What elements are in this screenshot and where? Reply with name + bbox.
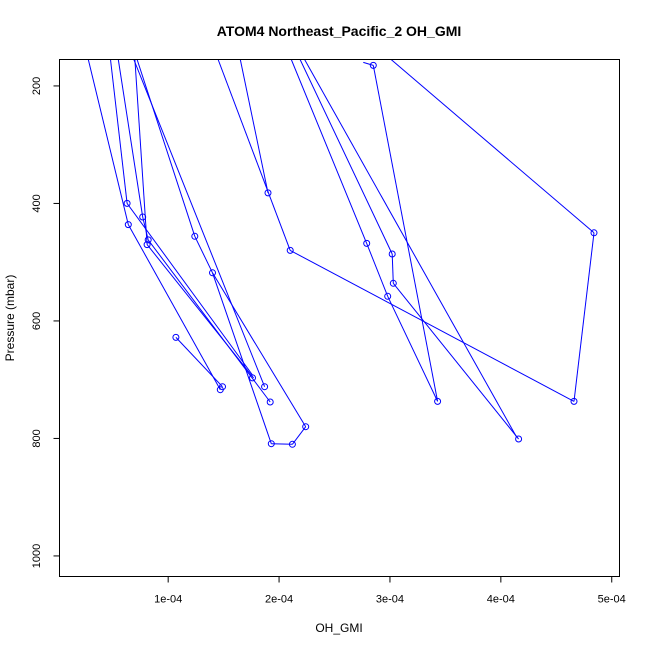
series-line-14 [271,443,293,445]
data-point-6 [191,232,199,240]
series-lines [87,59,595,445]
series-line-9 [133,59,266,387]
data-markers [123,61,598,448]
x-tick-label-2: 3e-04 [376,594,404,606]
series-line-28 [304,59,517,437]
series-line-21 [390,59,595,234]
axes: 1e-04 2e-04 3e-04 4e-04 5e-04 200 400 600 800 100… [31,77,626,606]
series-line-10 [175,337,223,388]
data-point-24 [570,397,578,405]
series-line-3 [126,203,253,376]
data-point-22 [434,397,442,405]
series-line-27 [392,282,519,440]
series-line-0 [87,59,129,225]
chart-title: ATOM4 Northeast_Pacific_2 OH_GMI [217,23,462,39]
data-point-26 [369,61,377,69]
series-line-6 [147,239,271,403]
series-line-1 [127,224,221,390]
series-line-20 [573,232,595,402]
data-point-1 [123,199,131,207]
data-point-13 [267,440,275,448]
data-point-7 [209,269,216,277]
data-point-2 [139,213,147,221]
series-line-15 [292,426,307,445]
data-point-9 [219,383,226,391]
series-line-2 [110,59,128,204]
series-line-7 [134,59,148,245]
series-line-4 [117,59,144,218]
y-tick-label-1: 400 [31,194,43,212]
series-line-25 [299,59,393,255]
data-point-11 [261,383,269,391]
series-line-8 [146,244,254,379]
series-line-24 [387,296,439,402]
series-line-18 [217,59,291,251]
series-line-29 [363,61,374,66]
series-line-17 [239,59,269,194]
series-line-26 [391,253,394,284]
series-line-12 [194,236,213,274]
data-point-17 [286,246,294,254]
x-axis-label: OH_GMI [315,621,362,635]
series-line-16 [212,272,307,427]
x-tick-label-0: 1e-04 [154,594,182,606]
data-point-23 [515,435,523,443]
y-axis-label: Pressure (mbar) [3,275,17,362]
y-tick-label-2: 600 [31,312,43,330]
x-tick-label-1: 2e-04 [265,594,293,606]
series-line-13 [212,272,272,444]
data-point-4 [143,241,151,249]
series-line-11 [136,59,196,237]
data-point-0 [124,221,132,229]
series-line-30 [372,65,439,402]
data-point-3 [144,236,152,244]
data-point-5 [172,333,180,341]
data-point-12 [266,398,274,406]
data-point-20 [388,250,396,258]
y-tick-label-0: 200 [31,77,43,95]
data-point-19 [384,292,392,300]
y-tick-label-4: 1000 [31,544,43,568]
data-point-16 [264,189,272,197]
series-line-5 [142,216,149,241]
series-line-23 [366,243,389,297]
data-point-14 [288,440,296,448]
data-point-15 [302,423,310,431]
series-line-22 [290,59,368,244]
data-point-18 [363,239,371,247]
x-tick-label-4: 5e-04 [598,594,626,606]
data-point-21 [389,279,397,287]
plot-frame [59,59,620,577]
x-tick-label-3: 4e-04 [487,594,515,606]
data-point-25 [590,229,598,237]
y-tick-label-3: 800 [31,429,43,447]
data-point-10 [249,374,256,382]
series-line-19 [289,249,575,402]
